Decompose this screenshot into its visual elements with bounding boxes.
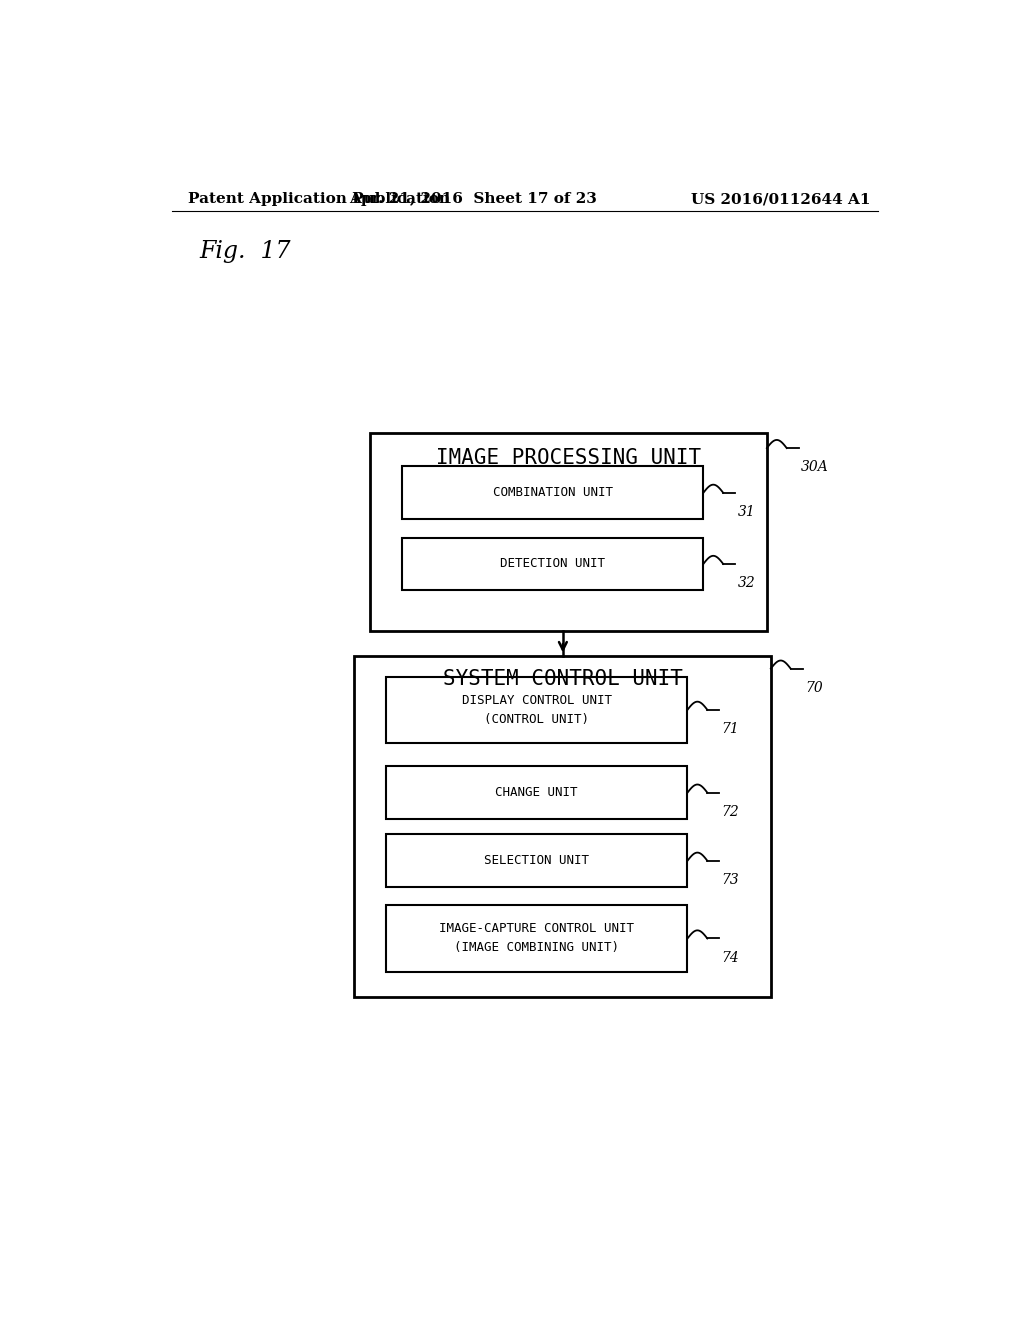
Bar (354, 656, 771, 997)
Bar (386, 677, 687, 743)
Bar (386, 766, 687, 818)
Bar (386, 834, 687, 887)
Bar (386, 906, 687, 972)
Text: SELECTION UNIT: SELECTION UNIT (484, 854, 589, 867)
Bar (370, 433, 767, 631)
Text: Fig.  17: Fig. 17 (200, 240, 291, 264)
Text: DETECTION UNIT: DETECTION UNIT (500, 557, 605, 570)
Text: Apr. 21, 2016  Sheet 17 of 23: Apr. 21, 2016 Sheet 17 of 23 (349, 191, 597, 206)
Text: Patent Application Publication: Patent Application Publication (187, 191, 450, 206)
Text: SYSTEM CONTROL UNIT: SYSTEM CONTROL UNIT (442, 669, 682, 689)
Text: COMBINATION UNIT: COMBINATION UNIT (493, 486, 612, 499)
Text: 74: 74 (722, 950, 739, 965)
Text: 31: 31 (737, 506, 756, 519)
Text: 70: 70 (805, 681, 822, 694)
Text: DISPLAY CONTROL UNIT
(CONTROL UNIT): DISPLAY CONTROL UNIT (CONTROL UNIT) (462, 694, 611, 726)
Bar (401, 537, 703, 590)
Text: US 2016/0112644 A1: US 2016/0112644 A1 (690, 191, 870, 206)
Text: 32: 32 (737, 576, 756, 590)
Text: 73: 73 (722, 873, 739, 887)
Text: IMAGE-CAPTURE CONTROL UNIT
(IMAGE COMBINING UNIT): IMAGE-CAPTURE CONTROL UNIT (IMAGE COMBIN… (439, 923, 634, 954)
Text: 71: 71 (722, 722, 739, 737)
Text: 72: 72 (722, 805, 739, 818)
Text: CHANGE UNIT: CHANGE UNIT (496, 787, 578, 799)
Bar (401, 466, 703, 519)
Text: 30A: 30A (801, 461, 828, 474)
Text: IMAGE PROCESSING UNIT: IMAGE PROCESSING UNIT (436, 447, 701, 469)
